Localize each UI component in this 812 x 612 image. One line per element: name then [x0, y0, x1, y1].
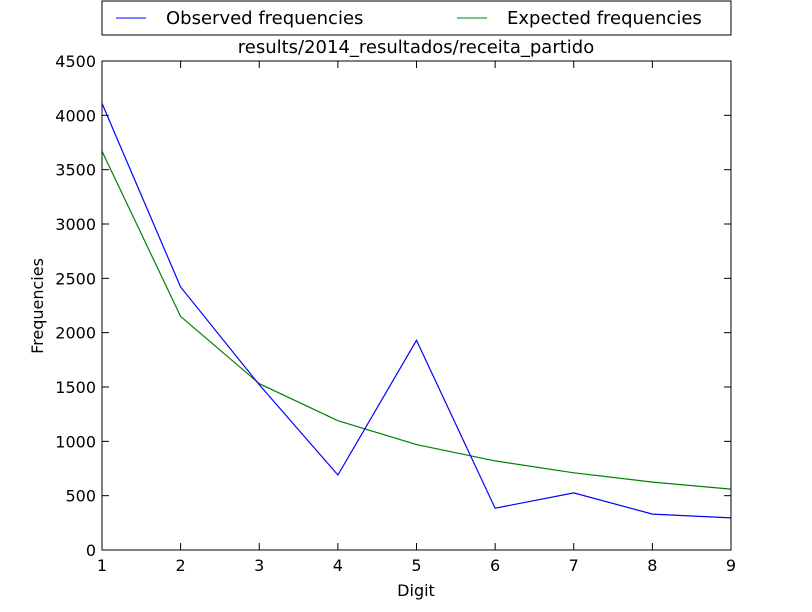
x-tick-label: 9: [726, 556, 736, 575]
y-tick-label: 1000: [55, 432, 96, 451]
x-axis-label: Digit: [397, 581, 435, 600]
x-tick-label: 6: [490, 556, 500, 575]
y-tick-label: 2500: [55, 269, 96, 288]
plot-area: [102, 61, 731, 550]
legend-frame: [101, 0, 732, 36]
series-line-expected: [101, 150, 732, 490]
legend-label-observed: Observed frequencies: [166, 8, 363, 29]
y-tick-label: 0: [86, 541, 96, 560]
x-tick-label: 8: [647, 556, 657, 575]
axes-frame: [101, 60, 732, 551]
x-tick-label: 3: [254, 556, 264, 575]
x-axis-ticks: 1 2 3 4 5 6 7 8 9: [97, 61, 736, 575]
y-tick-label: 1500: [55, 378, 96, 397]
legend: Observed frequencies Expected frequencie…: [101, 0, 732, 36]
x-tick-label: 4: [333, 556, 343, 575]
x-tick-label: 2: [176, 556, 186, 575]
y-tick-label: 500: [65, 487, 96, 506]
x-tick-label: 5: [411, 556, 421, 575]
legend-label-expected: Expected frequencies: [507, 8, 702, 29]
y-tick-label: 3000: [55, 215, 96, 234]
y-tick-label: 4500: [55, 52, 96, 71]
y-axis-ticks: 0 500 1000 1500 2000 2500 3000 3500 4000 4500: [55, 52, 731, 560]
x-tick-label: 7: [569, 556, 579, 575]
y-tick-label: 2000: [55, 324, 96, 343]
y-tick-label: 4000: [55, 106, 96, 125]
y-tick-label: 3500: [55, 161, 96, 180]
chart-title: results/2014_resultados/receita_partido: [238, 37, 595, 58]
x-tick-label: 1: [97, 556, 107, 575]
series-line-observed: [101, 103, 732, 519]
y-axis-label: Frequencies: [28, 258, 47, 354]
